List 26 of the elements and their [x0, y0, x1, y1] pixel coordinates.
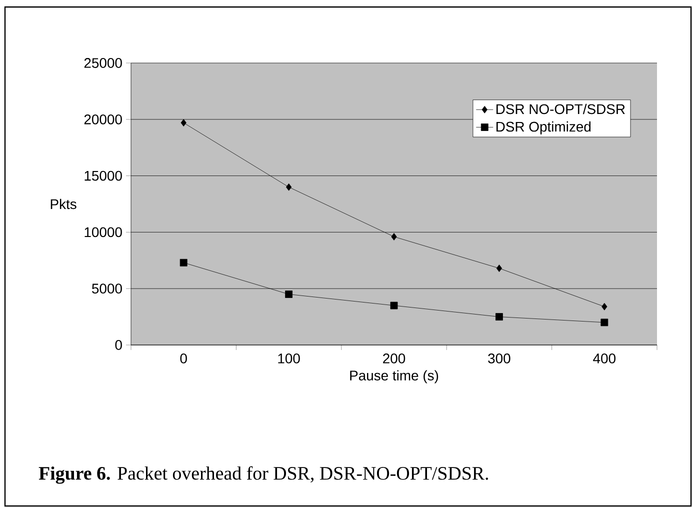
- x-tick-label: 400: [593, 354, 616, 364]
- x-tick-label: 0: [180, 354, 187, 364]
- x-tick-label: 200: [383, 354, 406, 364]
- text: Figure 6. Packet overhead for DSR, DSR-NO-OPT/SDSR.: [38, 466, 488, 484]
- point: [180, 119, 186, 126]
- legend-label: DSR Optimized: [496, 121, 591, 134]
- point: [180, 258, 188, 266]
- point: [390, 302, 398, 310]
- legend-label: DSR NO-OPT/SDSR: [496, 104, 625, 114]
- point: [286, 183, 292, 191]
- y-axis-title: Pkts: [50, 198, 76, 210]
- y-tick-label: 10000: [84, 227, 122, 238]
- point: [600, 318, 608, 326]
- point: [496, 264, 502, 272]
- y-tick-label: 25000: [84, 58, 122, 68]
- point: [285, 290, 292, 298]
- y-tick-label: 5000: [92, 284, 122, 294]
- x-tick-label: 300: [488, 354, 510, 364]
- point: [391, 233, 397, 240]
- y-tick-label: 20000: [84, 114, 122, 124]
- y-tick-label: 0: [115, 340, 122, 350]
- x-axis-title: Pause time (s): [350, 370, 438, 384]
- x-tick-label: 100: [278, 354, 300, 364]
- point: [602, 302, 608, 310]
- y-tick-label: 15000: [84, 170, 122, 181]
- point: [496, 313, 503, 320]
